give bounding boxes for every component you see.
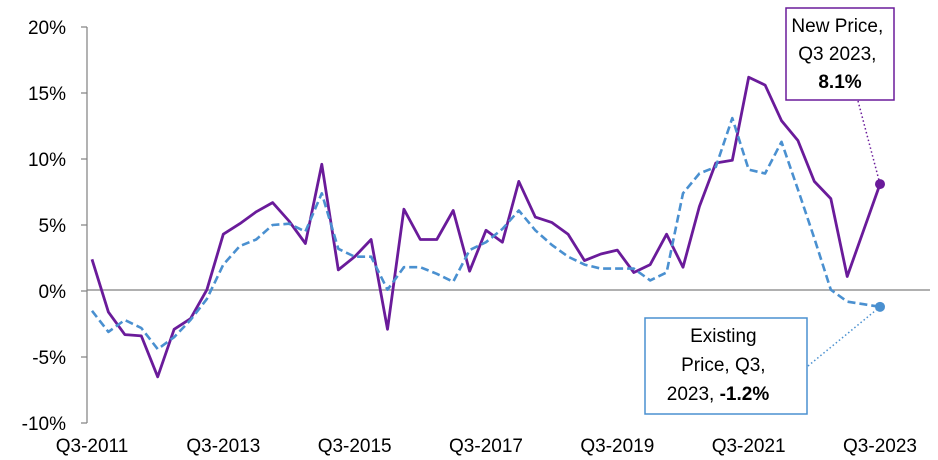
y-tick-label: 15% [28, 84, 66, 105]
x-tick-label: Q3-2017 [449, 436, 523, 457]
callout-leader-new-price [857, 100, 881, 185]
end-marker-new-price [875, 179, 885, 190]
callout-existing-line2: Price, Q3, [681, 355, 765, 376]
callout-existing-line3: 2023, [667, 384, 720, 405]
callout-box-new-price [785, 7, 895, 101]
x-tick-label: Q3-2021 [712, 436, 786, 457]
x-tick-label: Q3-2015 [318, 436, 392, 457]
series-line-new-price [90, 75, 882, 379]
callout-existing-price: Existing Price, Q3, 2023, -1.2% [644, 306, 881, 415]
y-tick-label: -10% [22, 414, 66, 435]
x-tick-label: Q3-2019 [580, 436, 654, 457]
callout-leader-existing-price [807, 306, 881, 367]
end-markers [875, 179, 885, 312]
callout-existing-value: -1.2% [720, 384, 770, 405]
callout-new-price: New Price, Q3 2023, 8.1% [785, 7, 895, 185]
svg-text:Existing Price, Q3,: Existing Price, Q3, 2023, -1.2% [667, 326, 771, 405]
callout-new-line1: New Price, [791, 16, 883, 37]
x-tick-labels: Q3-2011 Q3-2013 Q3-2015 Q3-2017 Q3-2019 Q3-20… [56, 436, 917, 457]
series-layer [90, 75, 882, 379]
callout-box-existing-price [644, 317, 808, 415]
x-tick-label: Q3-2023 [843, 436, 917, 457]
svg-text:New Price, Q3 2023,: New Price, Q3 2023, 8.1% [791, 16, 888, 93]
y-tick-label: 10% [28, 150, 66, 171]
y-tick-labels: -10% -5% 0% 5% 10% 15% 20% [22, 18, 87, 435]
x-tick-label: Q3-2011 [56, 436, 129, 457]
y-tick-label: -5% [32, 348, 66, 369]
y-tick-label: 20% [28, 18, 66, 39]
callout-new-line2: Q3 2023, [798, 44, 876, 65]
callout-new-value: 8.1% [818, 72, 861, 93]
y-tick-label: 5% [39, 216, 67, 237]
y-tick-label: 0% [39, 282, 67, 303]
callout-existing-line1: Existing [690, 326, 757, 347]
x-tick-label: Q3-2013 [186, 436, 260, 457]
series-line-existing-price [90, 116, 881, 351]
end-marker-existing-price [875, 301, 885, 312]
